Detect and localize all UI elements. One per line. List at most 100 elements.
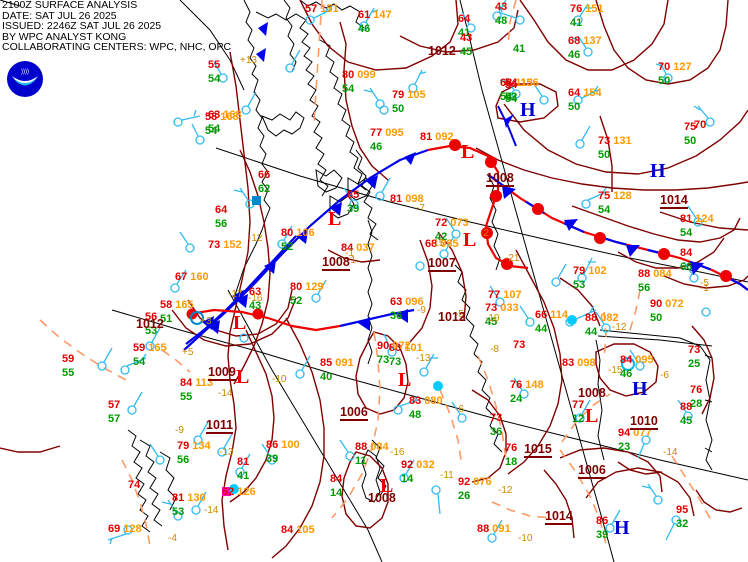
station-dewpoint-wrap: 50 [650,313,662,324]
station-temperature: 84 [281,524,294,536]
station-dewpoint: 54 [680,227,693,239]
isobar-label: 1008 [322,255,350,271]
station-plot: 70 127 [658,62,692,73]
station-dewpoint: 44 [585,326,598,338]
station-dewpoint: 42 [435,231,448,243]
high-pressure-center: H [520,99,536,121]
station-temperature: 66 [535,309,548,321]
pressure-tendency: -16 [390,447,405,458]
pressure-tendency: -14 [663,447,678,458]
station-dewpoint: 66 [680,261,693,273]
station-dewpoint: 55 [62,367,75,379]
station-dewpoint-wrap: 18 [505,457,517,468]
station-dewpoint: 46 [568,49,581,61]
station-temperature: 83 [409,395,422,407]
station-plot: 84 [330,474,342,485]
station-plot: 80 129 [290,282,324,293]
pressure-tendency: -10 [518,533,533,544]
station-dewpoint: 52 [290,295,303,307]
station-temperature: 64 [215,204,228,216]
station-pressure: 100 [281,439,300,451]
station-temperature: 59 [62,353,75,365]
station-dewpoint-wrap: 56 [177,455,189,466]
isobar-label: 1008 [578,386,606,400]
station-dewpoint-wrap: 50 [598,150,610,161]
station-plot: 80 099 [342,70,376,81]
station-dewpoint: 26 [458,490,471,502]
station-dewpoint-wrap: 48 [409,410,421,421]
station-dewpoint-wrap: 55 [180,392,192,403]
isobar-label: 1014 [545,509,573,525]
station-temperature: 88 [477,523,490,535]
station-dewpoint-wrap: 54 [505,94,517,105]
station-temperature: 66 [258,169,271,181]
pressure-tendency: +5 [182,347,194,358]
station-dewpoint: 48 [409,409,422,421]
station-pressure: 098 [577,357,596,369]
station-pressure: 126 [237,486,256,498]
station-temperature: 79 [392,89,405,101]
isobar-label: 1012 [438,310,466,324]
pressure-tendency: -13 [416,353,431,364]
station-dewpoint: 50 [650,312,663,324]
station-dewpoint: 53 [172,506,185,518]
station-temperature: 77 [370,127,383,139]
station-plot: 43 [460,33,472,44]
station-plot: 88 082 [585,313,619,324]
station-dewpoint-wrap: 44 [535,324,547,335]
pressure-tendency: -4 [168,533,177,544]
pressure-tendency: -14 [204,505,219,516]
station-pressure: 148 [525,379,544,391]
station-dewpoint: 14 [330,487,343,499]
station-plot: 84 037 [341,243,375,254]
station-dewpoint-wrap: 56 [215,219,227,230]
pressure-tendency: -12 [248,233,263,244]
station-dewpoint: 18 [505,456,518,468]
station-dewpoint-wrap: 39 [266,454,278,465]
pressure-tendency: +13 [240,55,257,66]
station-plot: 73 [490,413,502,424]
station-pressure: 151 [585,3,604,15]
station-plot: 68 137 [568,36,602,47]
pressure-tendency: -1 [345,248,354,259]
station-pressure: 165 [175,299,194,311]
station-temperature: 43 [460,32,473,44]
station-temperature: 80 [281,227,294,239]
station-dewpoint-wrap: 46 [568,50,580,61]
station-dewpoint: 12 [572,413,585,425]
station-temperature: 73 [208,239,221,251]
station-plot: 88 084 [638,269,672,280]
station-pressure: 073 [450,217,469,229]
station-pressure: 091 [335,357,354,369]
station-temperature: 80 [290,281,303,293]
station-dewpoint: 41 [570,17,583,29]
station-temperature: 69 [108,523,121,535]
station-temperature: 70 [658,61,671,73]
pressure-tendency: -15 [608,365,623,376]
station-dewpoint: 53 [573,279,586,291]
isobar-label: 1012 [428,44,456,58]
station-temperature: 83 [562,357,575,369]
station-pressure: 113 [515,77,533,89]
high-pressure-center: H [650,160,666,182]
station-plot: 84 113 [180,378,213,389]
station-dewpoint: 50 [684,135,697,147]
station-dewpoint-wrap: 50 [568,102,580,113]
station-plot: 85 [347,190,359,201]
station-plot: 64 154 [568,88,602,99]
station-dewpoint: 41 [458,27,471,39]
station-dewpoint-wrap: 14 [401,474,413,485]
header-block: 2100Z SURFACE ANALYSIS DATE: SAT JUL 26 … [2,0,231,53]
pressure-tendency: -9 [417,305,426,316]
station-plot: 43 [495,2,507,13]
pressure-tendency: -12 [612,322,627,333]
station-plot: 61 147 [358,10,392,21]
station-plot: 75 128 [598,191,632,202]
station-plot: 54 156 [505,78,539,89]
station-pressure: 092 [435,131,454,143]
station-plot: 88 [680,402,692,413]
station-plot: 90 072 [650,299,684,310]
header-line-centers: COLLABORATING CENTERS: WPC, NHC, OPC [2,41,232,53]
station-dewpoint-wrap: 45 [460,47,472,58]
pressure-tendency: -11 [440,470,454,481]
